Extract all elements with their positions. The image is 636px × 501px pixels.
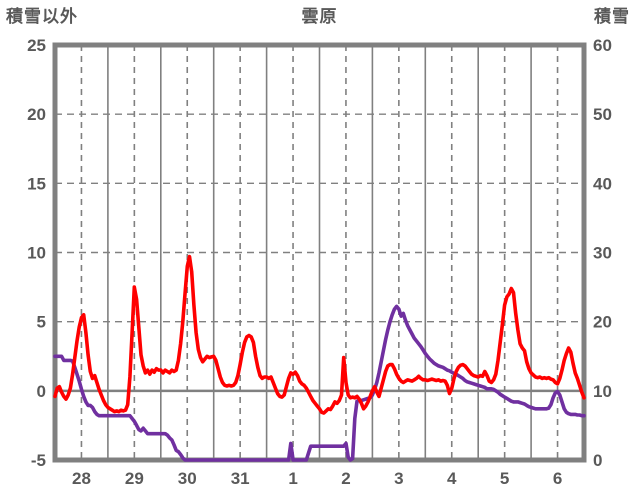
x-axis-day-label: 3 xyxy=(394,469,403,488)
right-axis-tick: 30 xyxy=(593,244,612,263)
right-axis-tick: 20 xyxy=(593,313,612,332)
x-axis-day-label: 1 xyxy=(288,469,297,488)
left-axis-tick: 15 xyxy=(27,174,46,193)
x-axis-day-label: 4 xyxy=(447,469,457,488)
x-axis-day-label: 5 xyxy=(500,469,509,488)
x-axis-day-label: 31 xyxy=(231,469,250,488)
left-axis-tick: 10 xyxy=(27,244,46,263)
left-axis-title: 積雪以外 xyxy=(6,7,78,26)
left-axis-tick: 5 xyxy=(37,313,46,332)
series-line-purple xyxy=(53,304,586,462)
left-axis-tick: 20 xyxy=(27,105,46,124)
right-axis-tick: 60 xyxy=(593,36,612,55)
left-axis-tick: 25 xyxy=(27,36,46,55)
left-axis-tick: -5 xyxy=(31,451,46,470)
series-line-red xyxy=(53,254,586,415)
right-axis-tick: 50 xyxy=(593,105,612,124)
x-axis-day-label: 28 xyxy=(72,469,91,488)
right-axis-tick: 0 xyxy=(593,451,602,470)
chart-title: 雲原 xyxy=(301,7,338,26)
left-axis-tick: 0 xyxy=(37,382,46,401)
x-axis-day-label: 29 xyxy=(125,469,144,488)
right-axis-title: 積雪 xyxy=(594,7,630,26)
right-axis-tick: 10 xyxy=(593,382,612,401)
right-axis-tick: 40 xyxy=(593,174,612,193)
x-axis-day-label: 2 xyxy=(341,469,350,488)
x-axis-day-label: 30 xyxy=(178,469,197,488)
plot-frame xyxy=(52,42,587,463)
x-axis-day-label: 6 xyxy=(553,469,562,488)
